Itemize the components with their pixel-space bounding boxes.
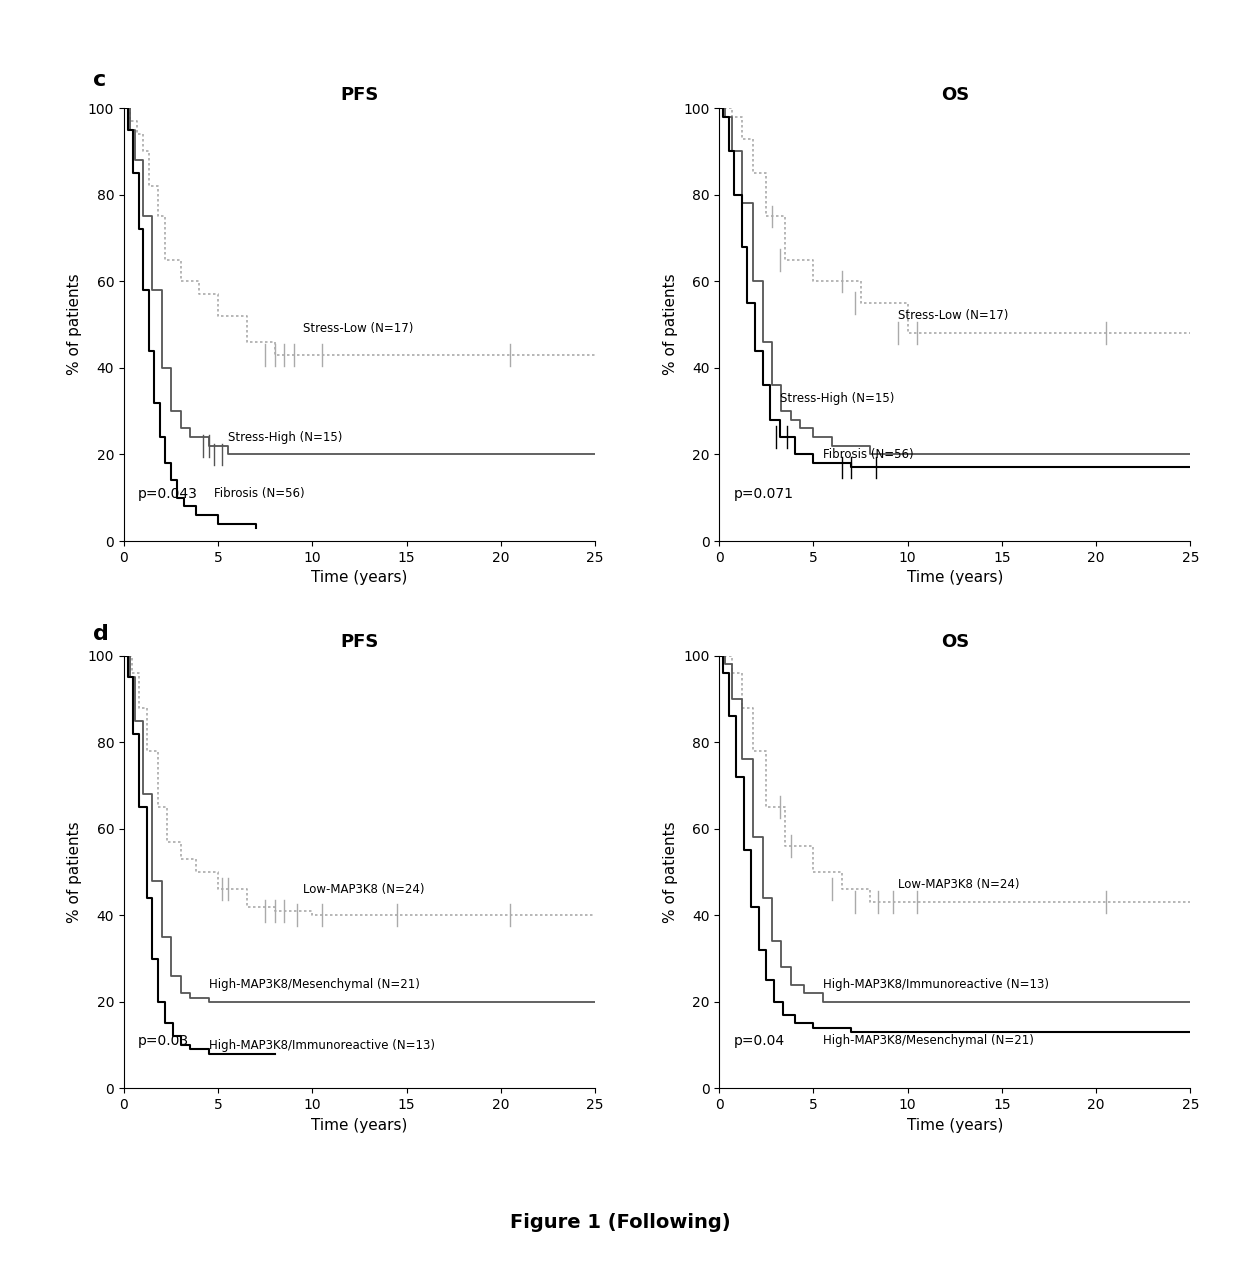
Text: Fibrosis (N=56): Fibrosis (N=56) bbox=[823, 448, 914, 461]
Text: Fibrosis (N=56): Fibrosis (N=56) bbox=[215, 486, 305, 500]
Y-axis label: % of patients: % of patients bbox=[67, 274, 82, 376]
Text: Stress-Low (N=17): Stress-Low (N=17) bbox=[898, 309, 1008, 322]
Text: Stress-High (N=15): Stress-High (N=15) bbox=[780, 392, 894, 405]
Text: Stress-High (N=15): Stress-High (N=15) bbox=[228, 430, 342, 444]
Text: p=0.071: p=0.071 bbox=[733, 486, 794, 500]
Title: OS: OS bbox=[941, 633, 968, 652]
Text: p=0.043: p=0.043 bbox=[138, 486, 198, 500]
Text: High-MAP3K8/Immunoreactive (N=13): High-MAP3K8/Immunoreactive (N=13) bbox=[823, 978, 1049, 992]
Text: p=0.03: p=0.03 bbox=[138, 1034, 190, 1048]
X-axis label: Time (years): Time (years) bbox=[311, 570, 408, 586]
Y-axis label: % of patients: % of patients bbox=[67, 821, 82, 923]
Text: d: d bbox=[93, 624, 109, 644]
Text: High-MAP3K8/Immunoreactive (N=13): High-MAP3K8/Immunoreactive (N=13) bbox=[208, 1039, 435, 1051]
Text: Low-MAP3K8 (N=24): Low-MAP3K8 (N=24) bbox=[303, 882, 424, 896]
X-axis label: Time (years): Time (years) bbox=[311, 1118, 408, 1133]
X-axis label: Time (years): Time (years) bbox=[906, 1118, 1003, 1133]
Y-axis label: % of patients: % of patients bbox=[662, 821, 677, 923]
Text: p=0.04: p=0.04 bbox=[733, 1034, 785, 1048]
Text: Low-MAP3K8 (N=24): Low-MAP3K8 (N=24) bbox=[898, 878, 1019, 891]
Text: Stress-Low (N=17): Stress-Low (N=17) bbox=[303, 322, 413, 336]
Title: PFS: PFS bbox=[341, 85, 378, 104]
Y-axis label: % of patients: % of patients bbox=[662, 274, 677, 376]
Text: Figure 1 (Following): Figure 1 (Following) bbox=[510, 1213, 730, 1231]
Text: High-MAP3K8/Mesenchymal (N=21): High-MAP3K8/Mesenchymal (N=21) bbox=[823, 1034, 1034, 1048]
Title: OS: OS bbox=[941, 85, 968, 104]
Text: High-MAP3K8/Mesenchymal (N=21): High-MAP3K8/Mesenchymal (N=21) bbox=[208, 978, 419, 992]
X-axis label: Time (years): Time (years) bbox=[906, 570, 1003, 586]
Title: PFS: PFS bbox=[341, 633, 378, 652]
Text: c: c bbox=[93, 70, 107, 90]
